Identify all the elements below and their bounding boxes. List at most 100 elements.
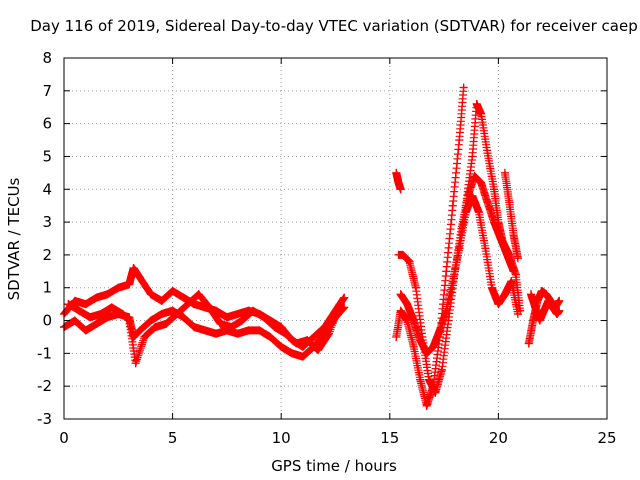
data-point [416, 336, 425, 345]
data-point [298, 352, 307, 361]
data-point [140, 332, 149, 341]
data-point [494, 218, 503, 227]
x-tick-label: 20 [489, 429, 508, 447]
data-point [75, 306, 84, 315]
data-point [555, 306, 564, 315]
data-track [526, 290, 564, 325]
data-point [136, 326, 145, 335]
data-point [277, 342, 286, 351]
data-point [190, 323, 199, 332]
data-point [524, 339, 533, 348]
plot-frame [63, 57, 608, 420]
data-point [70, 296, 79, 305]
data-point [481, 244, 490, 253]
data-point [114, 283, 123, 292]
data-point [411, 283, 420, 292]
grid [64, 58, 607, 419]
data-point [314, 346, 323, 355]
data-point [201, 326, 210, 335]
y-tick-label: 6 [42, 115, 52, 133]
data-point [335, 300, 344, 309]
data-point [392, 332, 401, 341]
data-point [194, 290, 203, 299]
data-point [157, 309, 166, 318]
x-tick-label: 25 [597, 429, 616, 447]
data-point [340, 303, 349, 312]
data-point [544, 296, 553, 305]
data-point [442, 306, 451, 315]
data-point [429, 342, 438, 351]
data-point [392, 168, 401, 177]
data-point [555, 296, 564, 305]
data-series [60, 83, 564, 410]
data-point [498, 237, 507, 246]
data-track [500, 168, 522, 263]
data-point [396, 185, 405, 194]
data-point [509, 231, 518, 240]
data-point [255, 326, 264, 335]
data-point [227, 323, 236, 332]
data-point [157, 296, 166, 305]
data-point [292, 339, 301, 348]
data-point [422, 401, 431, 410]
data-point [131, 359, 140, 368]
data-point [129, 264, 138, 273]
x-tick-label: 5 [168, 429, 178, 447]
data-point [531, 303, 540, 312]
data-point [505, 250, 514, 259]
data-point [422, 349, 431, 358]
data-point [459, 83, 468, 92]
y-tick-label: 3 [42, 213, 52, 231]
data-point [398, 250, 407, 259]
data-point [233, 309, 242, 318]
y-axis-label: SDTVAR / TECUs [5, 177, 23, 300]
data-point [244, 326, 253, 335]
data-point [233, 329, 242, 338]
data-point [238, 316, 247, 325]
data-point [394, 178, 403, 187]
data-track [392, 168, 405, 194]
y-tick-label: 8 [42, 49, 52, 67]
data-point [183, 300, 192, 309]
chart-title: Day 116 of 2019, Sidereal Day-to-day VTE… [30, 17, 638, 35]
data-point [540, 306, 549, 315]
data-track [392, 83, 468, 410]
data-point [205, 303, 214, 312]
data-point [288, 349, 297, 358]
data-track [396, 191, 522, 358]
data-point [303, 336, 312, 345]
y-tick-label: 5 [42, 147, 52, 165]
data-point [81, 300, 90, 309]
y-tick-label: -2 [37, 377, 52, 395]
data-point [455, 136, 464, 145]
data-point [179, 293, 188, 302]
data-point [118, 309, 127, 318]
y-tick-label: -3 [37, 410, 52, 428]
data-point [507, 277, 516, 286]
data-point [136, 273, 145, 282]
data-point [396, 306, 405, 315]
data-point [125, 316, 134, 325]
data-point [477, 109, 486, 118]
y-tick-label: 4 [42, 180, 52, 198]
data-point [103, 313, 112, 322]
data-point [212, 329, 221, 338]
data-point [168, 306, 177, 315]
data-point [535, 316, 544, 325]
x-tick-label: 15 [380, 429, 399, 447]
data-point [168, 287, 177, 296]
data-point [455, 244, 464, 253]
data-point [222, 313, 231, 322]
data-point [474, 208, 483, 217]
data-point [86, 313, 95, 322]
data-point [324, 329, 333, 338]
data-point [461, 201, 470, 210]
data-track [461, 99, 525, 315]
data-point [125, 280, 134, 289]
data-point [437, 365, 446, 374]
data-point [151, 323, 160, 332]
data-point [403, 300, 412, 309]
data-point [416, 375, 425, 384]
data-point [266, 332, 275, 341]
data-point [396, 290, 405, 299]
